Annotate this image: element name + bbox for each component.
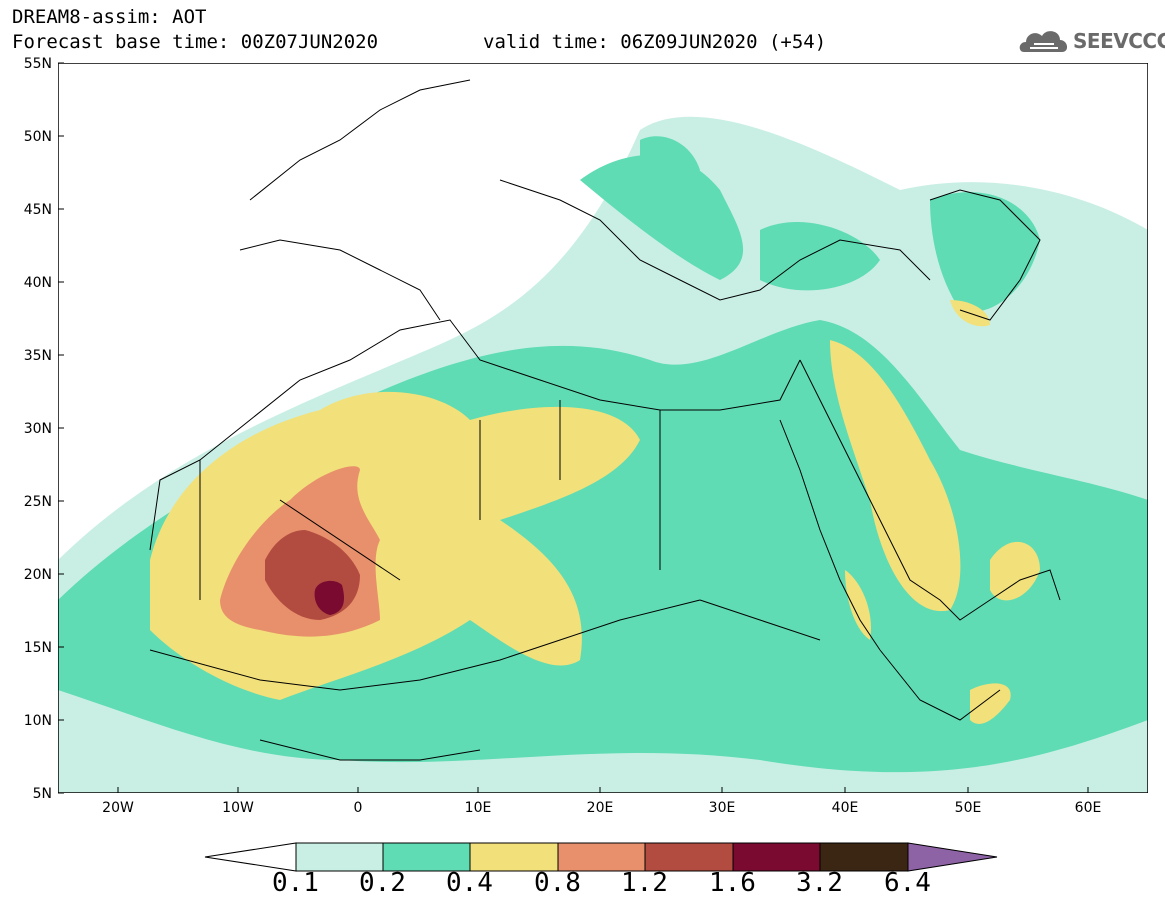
lon-tick-label: 40E — [832, 800, 859, 816]
aot-1.6-region — [314, 580, 345, 615]
lon-tick-label: 0 — [354, 800, 363, 816]
colorbar-label: 3.2 — [796, 868, 843, 898]
cloud-icon — [1019, 31, 1068, 52]
lon-tick-label: 30E — [709, 800, 736, 816]
lon-tick-label: 50E — [955, 800, 982, 816]
colorbar — [204, 842, 998, 872]
lat-tick-label: 55N — [24, 56, 52, 72]
colorbar-label: 0.4 — [446, 868, 493, 898]
colorbar-label: 0.2 — [359, 868, 406, 898]
coastlines — [149, 79, 1061, 761]
valid-time: valid time: 06Z09JUN2020 (+54) — [483, 31, 827, 53]
map-title: DREAM8-assim: AOT — [12, 6, 207, 28]
lat-tick-label: 35N — [24, 348, 52, 364]
lon-tick-label: 20W — [102, 800, 134, 816]
lat-tick-label: 25N — [24, 494, 52, 510]
forecast-base-time: Forecast base time: 00Z07JUN2020 — [12, 31, 379, 53]
colorbar-label: 1.6 — [709, 868, 756, 898]
lon-tick-label: 20E — [587, 800, 614, 816]
lat-tick-label: 5N — [33, 786, 52, 802]
lat-tick-label: 15N — [24, 640, 52, 656]
lat-tick-label: 40N — [24, 275, 52, 291]
lon-tick-label: 60E — [1075, 800, 1102, 816]
colorbar-label: 1.2 — [621, 868, 668, 898]
lon-tick-label: 10E — [465, 800, 492, 816]
lat-tick-label: 10N — [24, 713, 52, 729]
colorbar-label: 0.1 — [272, 868, 319, 898]
logo-text: SEEVCCC — [1073, 29, 1165, 53]
lon-tick-label: 10W — [222, 800, 254, 816]
colorbar-label: 0.8 — [534, 868, 581, 898]
colorbar-label: 6.4 — [884, 868, 931, 898]
lat-tick-label: 45N — [24, 202, 52, 218]
lat-tick-label: 50N — [24, 129, 52, 145]
lat-tick-label: 20N — [24, 567, 52, 583]
lat-tick-label: 30N — [24, 421, 52, 437]
